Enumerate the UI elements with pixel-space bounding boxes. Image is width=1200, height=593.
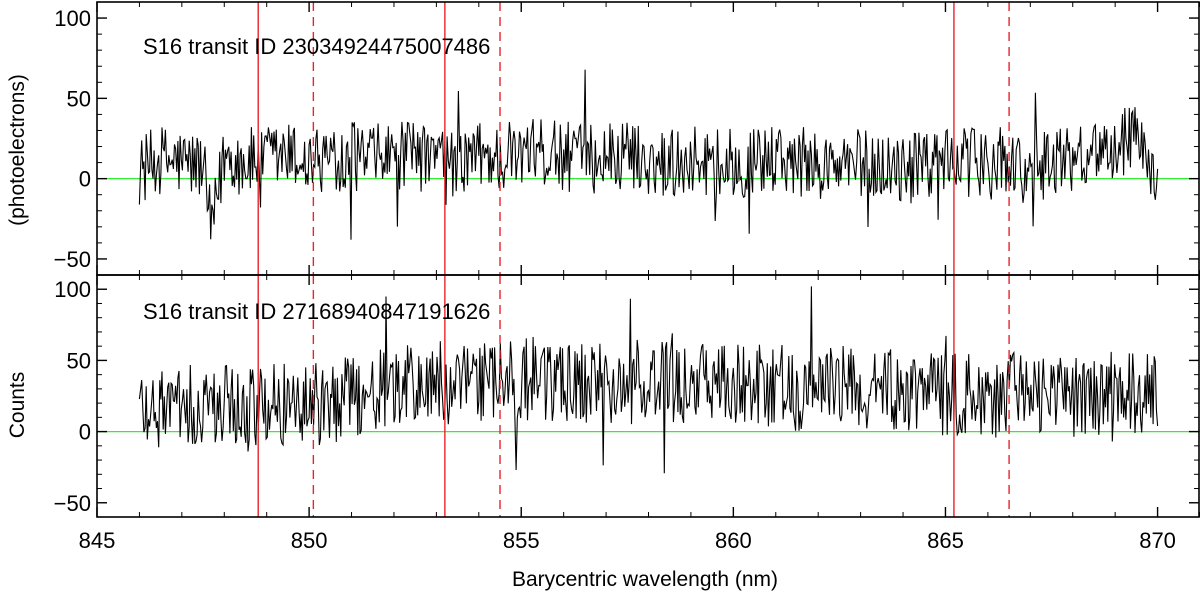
y-tick-label: 0 [79,167,91,192]
panel-annotation: S16 transit ID 27168940847191626 [143,299,490,324]
y-tick-label: 50 [67,348,91,373]
panel-annotation: S16 transit ID 23034924475007486 [143,34,490,59]
x-tick-label: 850 [291,528,328,553]
y-tick-label: 100 [54,6,91,31]
y-axis-label-top: (photoelectrons) [6,74,29,226]
x-tick-label: 845 [79,528,116,553]
y-tick-label: 0 [79,420,91,445]
x-axis-label: Barycentric wavelength (nm) [512,568,778,591]
x-tick-label: 855 [503,528,540,553]
x-tick-label: 865 [927,528,964,553]
x-tick-label: 860 [715,528,752,553]
bottom-panel: −50 0 50 100 845 850 855 860 865 870 S16 transit I… [54,274,1200,553]
top-panel: −50 0 50 100 S16 transit ID 2303492447500748… [54,1,1200,276]
y-tick-label: −50 [54,247,91,272]
y-tick-label: −50 [54,491,91,516]
y-tick-label: 50 [67,86,91,111]
spectrum-line [138,69,1159,240]
spectrum-line [138,286,1159,474]
x-tick-label: 870 [1139,528,1176,553]
y-tick-label: 100 [54,277,91,302]
y-axis-label-bottom: Counts [6,372,29,439]
